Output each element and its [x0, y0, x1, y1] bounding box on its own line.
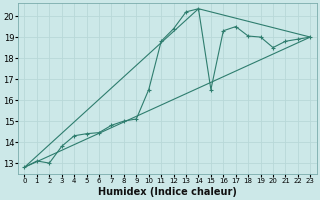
X-axis label: Humidex (Indice chaleur): Humidex (Indice chaleur)	[98, 187, 237, 197]
